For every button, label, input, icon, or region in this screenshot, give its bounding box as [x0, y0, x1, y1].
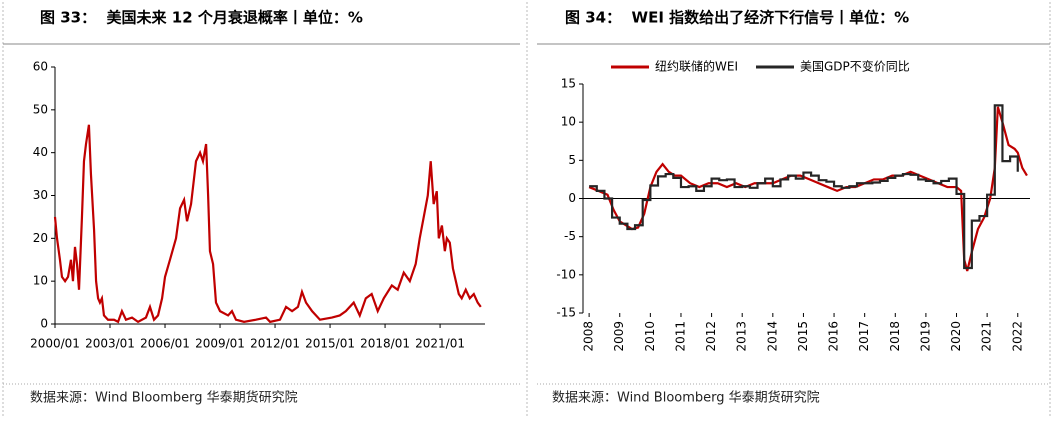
x-tick-label: 2009/01 [195, 337, 245, 351]
y-tick-label: 50 [33, 102, 48, 116]
x-tick-label: 2012/01 [250, 337, 300, 351]
y-tick-label: -10 [556, 267, 576, 281]
legend-label: 美国GDP不变价同比 [800, 59, 910, 74]
x-tick-label: 2011 [673, 321, 687, 352]
x-tick-label: 2018 [888, 321, 902, 352]
x-tick-label: 2017 [857, 321, 871, 352]
y-tick-label: 10 [561, 115, 576, 129]
series-line [589, 104, 1019, 270]
x-tick-label: 2015 [796, 321, 810, 352]
x-tick-label: 2018/01 [360, 337, 410, 351]
y-tick-label: 5 [568, 153, 576, 167]
series-line [588, 106, 1028, 272]
x-tick-label: 2012 [704, 321, 718, 352]
x-tick-label: 2000/01 [30, 337, 80, 351]
y-tick-label: -5 [564, 229, 576, 243]
y-tick-label: 0 [40, 317, 48, 331]
x-tick-label: 2020 [949, 321, 963, 352]
y-tick-label: 15 [561, 77, 576, 91]
y-tick-label: 60 [33, 60, 48, 74]
legend-label: 纽约联储的WEI [655, 59, 738, 74]
y-tick-label: -15 [556, 306, 576, 320]
x-tick-label: 2019 [918, 321, 932, 352]
x-tick-label: 2009 [612, 321, 626, 352]
x-tick-label: 2006/01 [140, 337, 190, 351]
series-line [53, 124, 482, 324]
y-tick-label: 40 [33, 145, 48, 159]
chart-title: 图 33： 美国未来 12 个月衰退概率丨单位：% [40, 9, 363, 27]
x-tick-label: 2008 [582, 321, 596, 352]
x-tick-label: 2014 [765, 321, 779, 352]
x-tick-label: 2003/01 [85, 337, 135, 351]
chart-title: 图 34： WEI 指数给出了经济下行信号丨单位：% [565, 9, 909, 27]
y-tick-label: 30 [33, 188, 48, 202]
x-tick-label: 2010 [643, 321, 657, 352]
source: 数据来源：Wind Bloomberg 华泰期货研究院 [552, 390, 820, 406]
x-tick-label: 2015/01 [305, 337, 355, 351]
y-tick-label: 10 [33, 274, 48, 288]
x-tick-label: 2022 [1010, 321, 1024, 352]
source: 数据来源：Wind Bloomberg 华泰期货研究院 [30, 390, 298, 406]
x-tick-label: 2013 [735, 321, 749, 352]
y-tick-label: 0 [568, 191, 576, 205]
x-tick-label: 2021 [980, 321, 994, 352]
y-tick-label: 20 [33, 231, 48, 245]
x-tick-label: 2016 [827, 321, 841, 352]
x-tick-label: 2021/01 [415, 337, 465, 351]
